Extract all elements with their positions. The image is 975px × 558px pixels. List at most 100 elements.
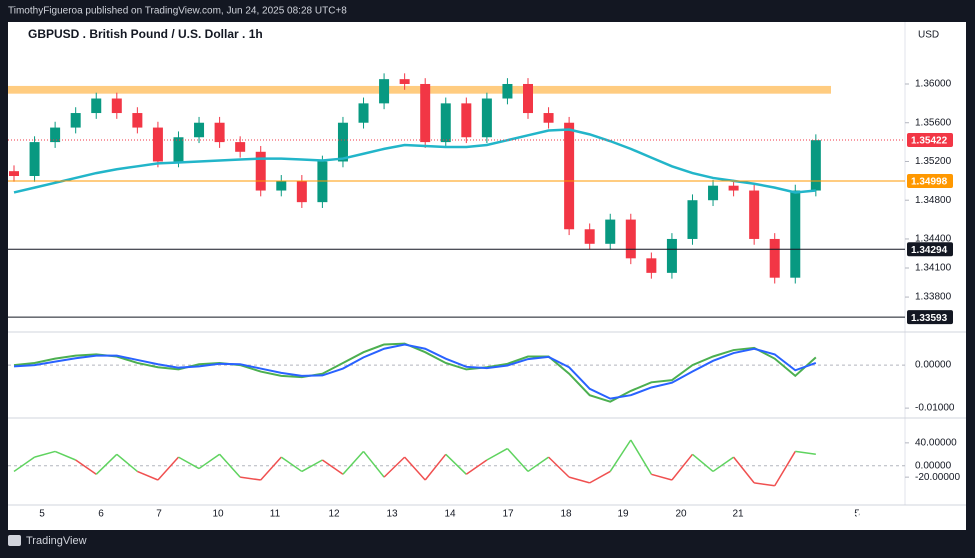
oscillator-segment xyxy=(630,439,653,475)
moving-average xyxy=(13,128,816,194)
candle-body xyxy=(276,180,287,191)
oscillator-segment xyxy=(116,453,138,473)
candle-body xyxy=(584,229,595,244)
candle-body xyxy=(420,83,431,143)
oscillator-segment xyxy=(219,453,241,478)
candle-body xyxy=(173,137,184,162)
candle-body xyxy=(502,83,513,99)
oscillator-segment xyxy=(548,456,570,478)
oscillator-segment xyxy=(795,450,816,456)
candle-body xyxy=(235,142,246,152)
price-tag-label: 1.35422 xyxy=(911,136,948,147)
candle-body xyxy=(666,238,677,273)
price-tag xyxy=(907,132,953,147)
oscillator-segment xyxy=(321,459,344,475)
candle-body xyxy=(810,140,821,191)
indicator-line xyxy=(13,342,817,403)
oscillator-segment xyxy=(404,456,426,481)
brand: TradingView xyxy=(26,535,87,547)
oscillator-segment xyxy=(733,456,755,484)
price-tag xyxy=(907,310,953,325)
candle-body xyxy=(605,219,616,244)
x-tick-label: 6 xyxy=(98,509,104,520)
indicator-line xyxy=(13,343,817,400)
oscillator-segment xyxy=(260,456,282,481)
oscillator-segment xyxy=(527,456,549,473)
candle-body xyxy=(296,180,307,203)
candle-body xyxy=(543,113,554,123)
x-tick-label: 12 xyxy=(328,509,340,520)
candle-body xyxy=(255,151,266,191)
y-tick-label: 1.34400 xyxy=(915,234,952,245)
candle-body xyxy=(769,238,780,278)
oscillator-segment xyxy=(424,453,447,481)
candle-body xyxy=(194,122,205,138)
oscillator-segment xyxy=(754,482,775,487)
watermark: @DBGMarkets盾事 xyxy=(830,508,965,526)
y-tick-label: 1.36000 xyxy=(915,79,952,90)
oscillator-segment xyxy=(34,450,56,458)
oscillator-segment xyxy=(651,473,673,481)
brand-logo xyxy=(8,535,21,546)
candle-body xyxy=(749,190,760,239)
oscillator-segment xyxy=(465,459,488,475)
oscillator-segment xyxy=(137,470,159,481)
candle-body xyxy=(152,127,163,162)
candle-body xyxy=(790,190,801,278)
x-tick-label: 20 xyxy=(675,509,687,520)
candle-body xyxy=(461,103,472,138)
y-tick-label: -20.00000 xyxy=(915,472,960,483)
x-tick-label: 14 xyxy=(444,509,456,520)
y-tick-label: 1.33800 xyxy=(915,292,952,303)
oscillator-segment xyxy=(280,456,303,473)
candle-body xyxy=(70,113,81,128)
x-tick-label: 5 xyxy=(854,509,860,520)
price-tag-label: 1.34294 xyxy=(911,245,948,256)
oscillator-segment xyxy=(240,476,261,481)
oscillator-segment xyxy=(671,453,694,481)
oscillator-segment xyxy=(506,448,529,472)
oscillator-segment xyxy=(568,476,590,484)
candle-body xyxy=(708,185,719,201)
x-tick-label: 10 xyxy=(212,509,224,520)
oscillator-segment xyxy=(691,453,714,473)
x-tick-label: 18 xyxy=(560,509,572,520)
x-tick-label: 11 xyxy=(270,509,281,520)
candle-body xyxy=(728,185,739,191)
oscillator-segment xyxy=(13,456,35,473)
oscillator-segment xyxy=(178,456,200,470)
candle-body xyxy=(481,98,492,138)
y-tick-label: 1.34800 xyxy=(915,195,952,206)
oscillator-segment xyxy=(157,456,180,481)
resistance-zone xyxy=(8,85,831,94)
y-tick-label: 1.34100 xyxy=(915,263,952,274)
y-tick-label: -0.01000 xyxy=(915,403,955,414)
y-tick-label: 40.00000 xyxy=(915,437,957,448)
oscillator-segment xyxy=(445,453,467,475)
x-tick-label: 21 xyxy=(732,509,744,520)
price-tag xyxy=(907,242,953,257)
candle-body xyxy=(337,122,348,162)
chart-title: GBPUSD . British Pound / U.S. Dollar . 1… xyxy=(28,27,263,41)
oscillator-segment xyxy=(75,459,97,475)
y-tick-label: 0.00000 xyxy=(915,460,952,471)
oscillator-segment xyxy=(342,450,365,475)
candle-body xyxy=(91,98,102,114)
candle-body xyxy=(440,103,451,143)
candle-body xyxy=(111,98,122,114)
price-tag xyxy=(907,174,953,189)
candle-body xyxy=(564,122,575,230)
candle-body xyxy=(132,113,143,128)
candle-body xyxy=(9,171,19,176)
y-tick-label: 1.35200 xyxy=(915,156,952,167)
oscillator-segment xyxy=(609,439,632,472)
price-tag-label: 1.34998 xyxy=(911,177,948,188)
currency: USD xyxy=(918,30,939,41)
x-tick-label: 17 xyxy=(502,509,514,520)
oscillator-segment xyxy=(712,456,735,473)
oscillator-segment xyxy=(383,456,406,478)
publisher: TimothyFigueroa published on TradingView… xyxy=(8,6,347,17)
x-tick-label: 19 xyxy=(617,509,629,520)
candle-body xyxy=(523,83,533,114)
